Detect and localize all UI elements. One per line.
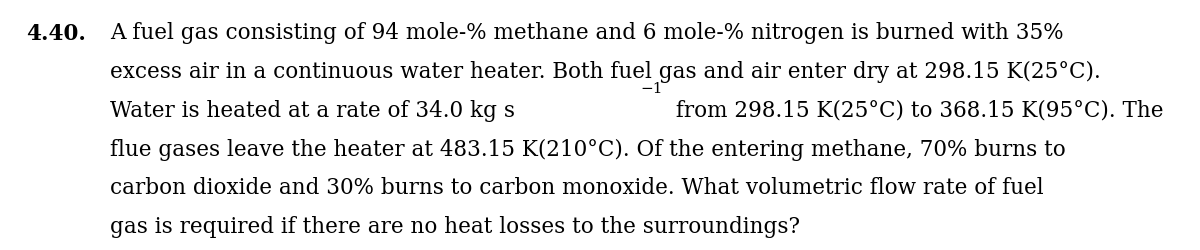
Text: A fuel gas consisting of 94 mole-% methane and 6 mole-% nitrogen is burned with : A fuel gas consisting of 94 mole-% metha… [110,22,1064,44]
Text: from 298.15 K(25°C) to 368.15 K(95°C). The: from 298.15 K(25°C) to 368.15 K(95°C). T… [668,100,1164,122]
Text: carbon dioxide and 30% burns to carbon monoxide. What volumetric flow rate of fu: carbon dioxide and 30% burns to carbon m… [110,178,1044,200]
Text: Water is heated at a rate of 34.0 kg s: Water is heated at a rate of 34.0 kg s [110,100,516,122]
Text: −1: −1 [641,82,664,96]
Text: 4.40.: 4.40. [26,22,86,44]
Text: gas is required if there are no heat losses to the surroundings?: gas is required if there are no heat los… [110,216,800,238]
Text: excess air in a continuous water heater. Both fuel gas and air enter dry at 298.: excess air in a continuous water heater.… [110,61,1102,83]
Text: flue gases leave the heater at 483.15 K(210°C). Of the entering methane, 70% bur: flue gases leave the heater at 483.15 K(… [110,139,1066,161]
